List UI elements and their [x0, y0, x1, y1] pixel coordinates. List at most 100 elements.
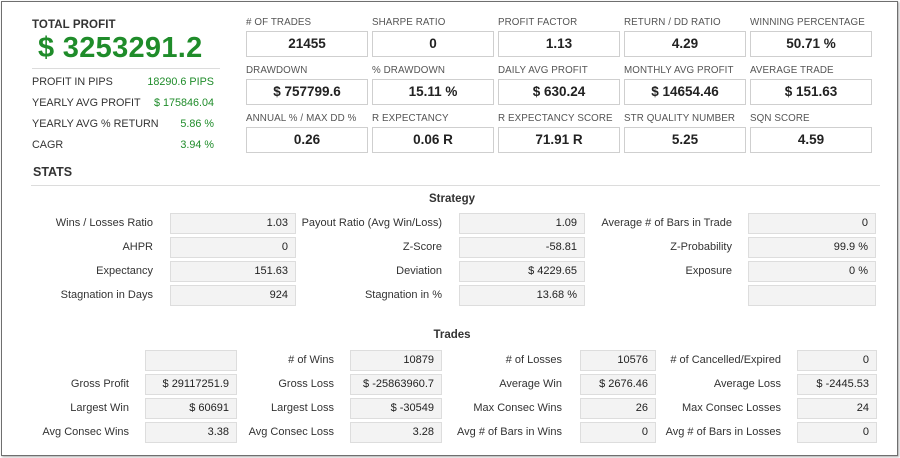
summary-value: 5.86 % [180, 118, 214, 130]
stat-label: Z-Score [402, 241, 442, 253]
trade-label: Average Loss [713, 378, 781, 390]
stat-label: AHPR [122, 241, 153, 253]
metric-sqn-score: SQN SCORE 4.59 [750, 113, 872, 153]
trade-label: Gross Profit [70, 378, 129, 390]
trade-value: 3.28 [350, 422, 442, 443]
trade-value: 10576 [580, 350, 656, 371]
stat-label: Stagnation in Days [60, 289, 153, 301]
metric-return-dd-ratio: RETURN / DD RATIO 4.29 [624, 17, 746, 57]
metric-label: R EXPECTANCY [372, 113, 449, 124]
metric-value: 1.13 [498, 31, 620, 57]
trade-value: $ 2676.46 [580, 374, 656, 395]
trade-value: $ 60691 [145, 398, 237, 419]
metric-value: 4.59 [750, 127, 872, 153]
summary-value: $ 175846.04 [153, 97, 214, 109]
metric-label: SQN SCORE [750, 113, 810, 124]
metric-value: $ 14654.46 [624, 79, 746, 105]
stat-label: Stagnation in % [364, 289, 442, 301]
metric-daily-avg-profit: DAILY AVG PROFIT $ 630.24 [498, 65, 620, 105]
trade-value: 26 [580, 398, 656, 419]
total-profit-label: TOTAL PROFIT [32, 19, 116, 31]
summary-row-profit-pips: PROFIT IN PIPS 18290.6 PIPS [32, 76, 214, 92]
stat-value: 13.68 % [459, 285, 585, 306]
summary-row-cagr: CAGR 3.94 % [32, 139, 214, 155]
metric-value: 15.11 % [372, 79, 494, 105]
metric-label: R EXPECTANCY SCORE [498, 113, 613, 124]
stat-label: Exposure [685, 265, 732, 277]
summary-label: CAGR [32, 139, 64, 151]
metric-annual-max-dd: ANNUAL % / MAX DD % 0.26 [246, 113, 368, 153]
trade-label: Avg # of Bars in Losses [665, 426, 781, 438]
metric-value: $ 151.63 [750, 79, 872, 105]
stat-label: Z-Probability [670, 241, 732, 253]
stat-value: 924 [170, 285, 296, 306]
metric-r-expectancy: R EXPECTANCY 0.06 R [372, 113, 494, 153]
trade-label: # of Wins [288, 354, 334, 366]
stat-value: 1.09 [459, 213, 585, 234]
trade-value: 0 [797, 350, 877, 371]
trade-label: Gross Loss [278, 378, 334, 390]
metric-value: $ 757799.6 [246, 79, 368, 105]
trade-value: 24 [797, 398, 877, 419]
trade-value: 0 [797, 422, 877, 443]
metric-average-trade: AVERAGE TRADE $ 151.63 [750, 65, 872, 105]
metric-label: SHARPE RATIO [372, 17, 446, 28]
trade-label: # of Losses [505, 354, 562, 366]
metric-label: AVERAGE TRADE [750, 65, 834, 76]
trade-value: 10879 [350, 350, 442, 371]
stat-label: Deviation [396, 265, 442, 277]
stat-label: Average # of Bars in Trade [601, 217, 732, 229]
stat-value: 151.63 [170, 261, 296, 282]
trade-value-empty [145, 350, 237, 371]
trade-value: 0 [580, 422, 656, 443]
stat-value: $ 4229.65 [459, 261, 585, 282]
stat-value: 1.03 [170, 213, 296, 234]
summary-label: YEARLY AVG PROFIT [32, 97, 141, 109]
metric-label: # OF TRADES [246, 17, 312, 28]
metric-sharpe-ratio: SHARPE RATIO 0 [372, 17, 494, 57]
stat-value: 0 [748, 213, 876, 234]
metric-label: MONTHLY AVG PROFIT [624, 65, 734, 76]
metric-value: 0.26 [246, 127, 368, 153]
metric-number-of-trades: # OF TRADES 21455 [246, 17, 368, 57]
trade-label: Largest Win [70, 402, 129, 414]
stat-label: Expectancy [96, 265, 153, 277]
metric-drawdown: DRAWDOWN $ 757799.6 [246, 65, 368, 105]
trade-label: Average Win [499, 378, 562, 390]
trade-label: Max Consec Losses [681, 402, 781, 414]
metric-value: $ 630.24 [498, 79, 620, 105]
stat-value: 99.9 % [748, 237, 876, 258]
summary-value: 18290.6 PIPS [147, 76, 214, 88]
trade-label: Largest Loss [271, 402, 334, 414]
metric-value: 21455 [246, 31, 368, 57]
trade-value: 3.38 [145, 422, 237, 443]
trade-label: Max Consec Wins [473, 402, 562, 414]
summary-row-yearly-avg-profit: YEARLY AVG PROFIT $ 175846.04 [32, 97, 214, 113]
stat-value: 0 % [748, 261, 876, 282]
metric-value: 4.29 [624, 31, 746, 57]
stats-heading: STATS [33, 165, 73, 179]
stats-divider [31, 185, 880, 186]
trade-label: Avg Consec Wins [42, 426, 129, 438]
stat-label: Wins / Losses Ratio [55, 217, 153, 229]
metric-value: 0 [372, 31, 494, 57]
summary-label: YEARLY AVG % RETURN [32, 118, 159, 130]
summary-value: 3.94 % [180, 139, 214, 151]
trade-value: $ 29117251.9 [145, 374, 237, 395]
trades-heading: Trades [433, 329, 471, 341]
stat-value: 0 [170, 237, 296, 258]
metric-label: ANNUAL % / MAX DD % [246, 113, 357, 124]
metric-percent-drawdown: % DRAWDOWN 15.11 % [372, 65, 494, 105]
metric-label: WINNING PERCENTAGE [750, 17, 865, 28]
metric-label: PROFIT FACTOR [498, 17, 578, 28]
trade-value: $ -2445.53 [797, 374, 877, 395]
trade-label: # of Cancelled/Expired [670, 354, 781, 366]
metric-value: 71.91 R [498, 127, 620, 153]
metric-winning-percentage: WINNING PERCENTAGE 50.71 % [750, 17, 872, 57]
stat-label: Payout Ratio (Avg Win/Loss) [301, 217, 442, 229]
trade-label: Avg # of Bars in Wins [457, 426, 562, 438]
metric-value: 5.25 [624, 127, 746, 153]
summary-divider [32, 68, 220, 69]
metric-label: % DRAWDOWN [372, 65, 446, 76]
